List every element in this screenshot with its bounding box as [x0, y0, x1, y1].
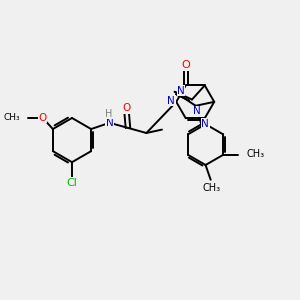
Text: CH₃: CH₃	[202, 183, 220, 193]
Text: O: O	[38, 112, 46, 122]
Text: CH₃: CH₃	[3, 113, 20, 122]
Text: O: O	[122, 103, 131, 113]
Text: CH₃: CH₃	[247, 149, 265, 159]
Text: N: N	[193, 106, 201, 116]
Text: H: H	[105, 109, 112, 119]
Text: N: N	[201, 119, 209, 129]
Text: O: O	[182, 60, 190, 70]
Text: N: N	[167, 96, 175, 106]
Text: N: N	[177, 86, 185, 96]
Text: N: N	[106, 118, 113, 128]
Text: Cl: Cl	[66, 178, 77, 188]
